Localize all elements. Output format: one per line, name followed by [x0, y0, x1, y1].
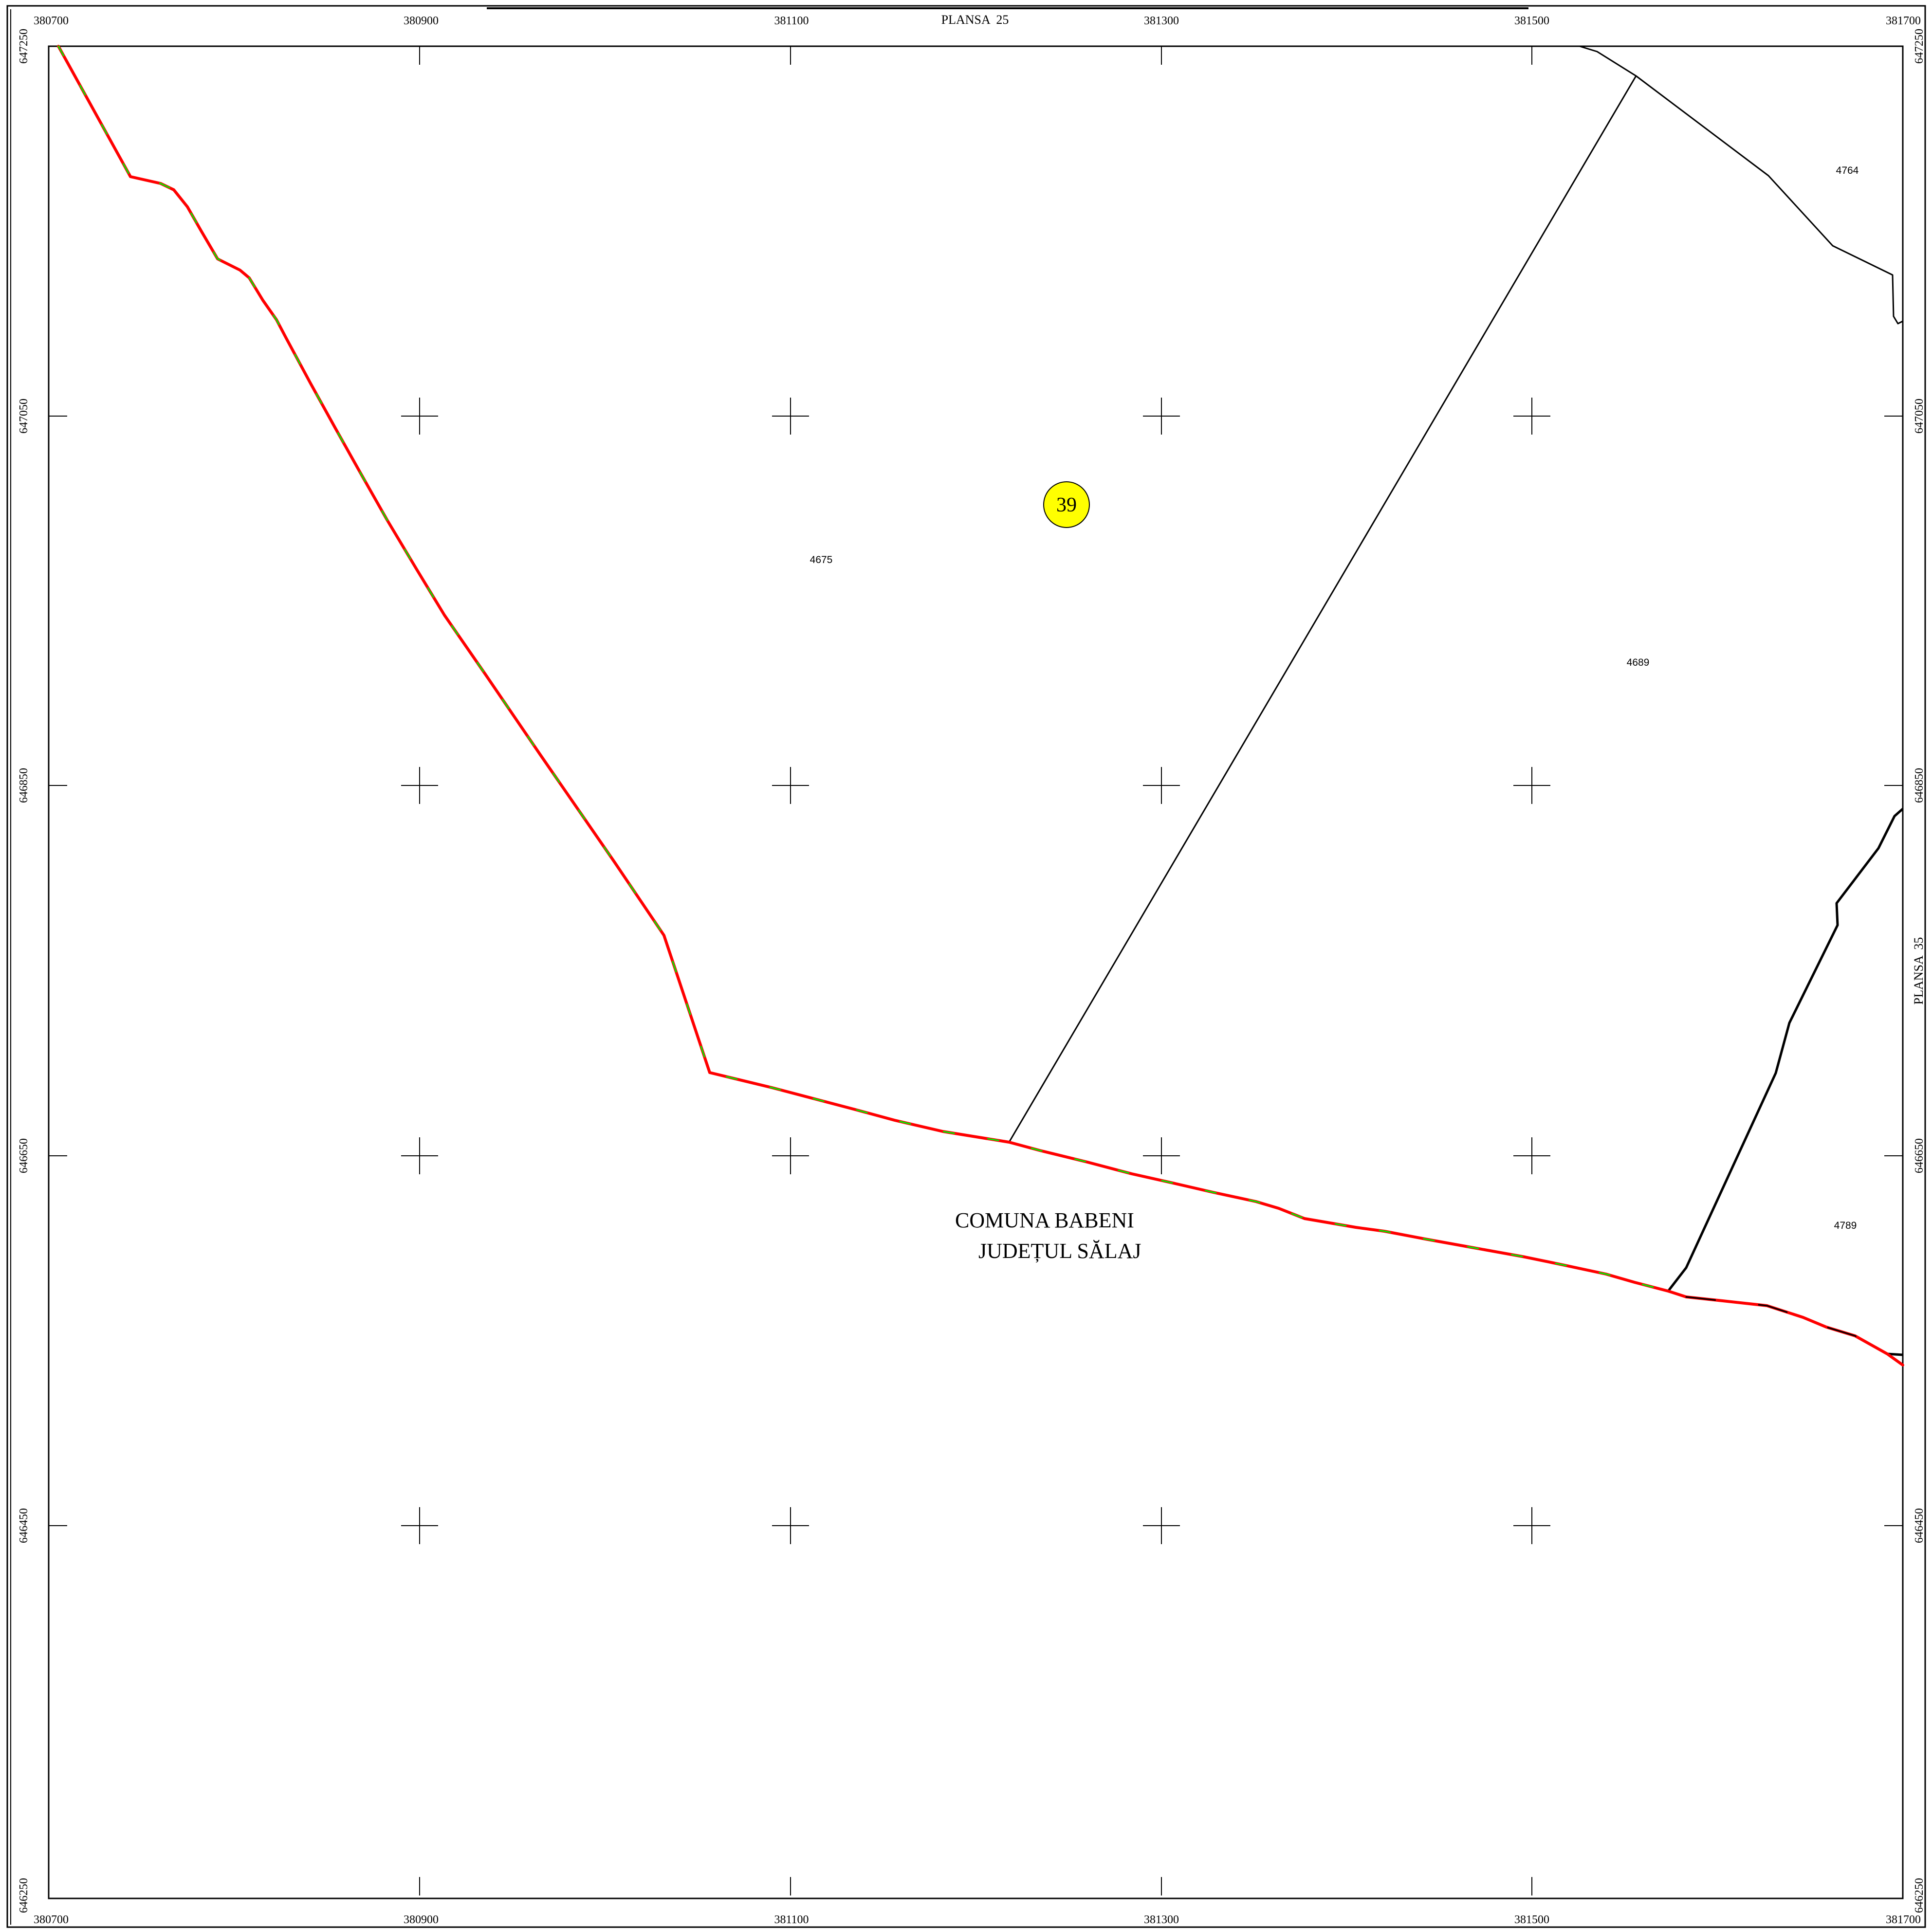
parcel-boundaries: [1008, 45, 1904, 1356]
x-label-bottom: 380900: [404, 1914, 439, 1926]
x-label-bottom: 380700: [34, 1914, 69, 1926]
x-label-bottom: 381300: [1144, 1914, 1179, 1926]
admin-label: COMUNA BABENI JUDEȚUL SĂLAJ: [955, 1208, 1141, 1263]
top-sheet-reference: PLANSA 25: [941, 13, 1009, 27]
boundary-line-red: [57, 45, 1904, 1367]
x-label-top: 381700: [1886, 15, 1921, 27]
x-label-top: 380900: [404, 15, 439, 27]
y-label-left: 646450: [18, 1508, 30, 1543]
y-label-right: 646450: [1913, 1508, 1926, 1543]
y-label-left: 647050: [18, 399, 30, 434]
parcel-numbers: 4764 4675 4689 4789: [810, 165, 1859, 1231]
y-label-left: 646650: [18, 1138, 30, 1173]
x-label-bottom: 381700: [1886, 1914, 1921, 1926]
x-label-top: 381100: [774, 15, 809, 27]
x-label-bottom: 381500: [1514, 1914, 1549, 1926]
boundary-line-black-segment: [1685, 1296, 1888, 1355]
y-label-right: 647050: [1913, 399, 1926, 434]
sector-marker-label: 39: [1056, 494, 1077, 516]
right-sheet-reference: PLANSA 35: [1912, 937, 1926, 1005]
y-label-right: 646850: [1913, 768, 1926, 803]
sector-marker-circle: [1043, 481, 1090, 528]
x-label-top: 381500: [1514, 15, 1549, 27]
sector-marker: 39: [1043, 481, 1090, 528]
y-label-left: 647250: [18, 29, 30, 64]
x-coordinate-labels: 380700 380900 381100 381300 381500 38170…: [34, 15, 1921, 1926]
parcel-number: 4789: [1834, 1220, 1857, 1231]
y-label-right: 646250: [1913, 1878, 1926, 1913]
y-label-right: 646650: [1913, 1138, 1926, 1173]
parcel-number: 4764: [1836, 165, 1859, 176]
parcel-line-right: [1667, 808, 1904, 1292]
y-coordinate-labels-right: 647250 647050 646850 646650 646450 64625…: [1913, 29, 1926, 1913]
y-coordinate-labels-left: 647250 647050 646850 646650 646450 64625…: [18, 29, 30, 1913]
parcel-line-top-right: [1579, 45, 1903, 325]
y-label-right: 647250: [1913, 29, 1926, 64]
commune-name: COMUNA BABENI: [955, 1208, 1134, 1232]
y-label-left: 646850: [18, 768, 30, 803]
commune-boundary: [57, 45, 1904, 1367]
county-name: JUDEȚUL SĂLAJ: [978, 1239, 1141, 1263]
x-label-top: 380700: [34, 15, 69, 27]
parcel-line-diagonal: [1008, 75, 1637, 1143]
y-label-left: 646250: [18, 1878, 30, 1913]
grid-crosses: [49, 46, 1903, 1896]
map-frame: [6, 5, 1926, 1928]
parcel-number: 4675: [810, 554, 833, 565]
x-label-bottom: 381100: [774, 1914, 809, 1926]
parcel-number: 4689: [1627, 657, 1650, 668]
x-label-top: 381300: [1144, 15, 1179, 27]
